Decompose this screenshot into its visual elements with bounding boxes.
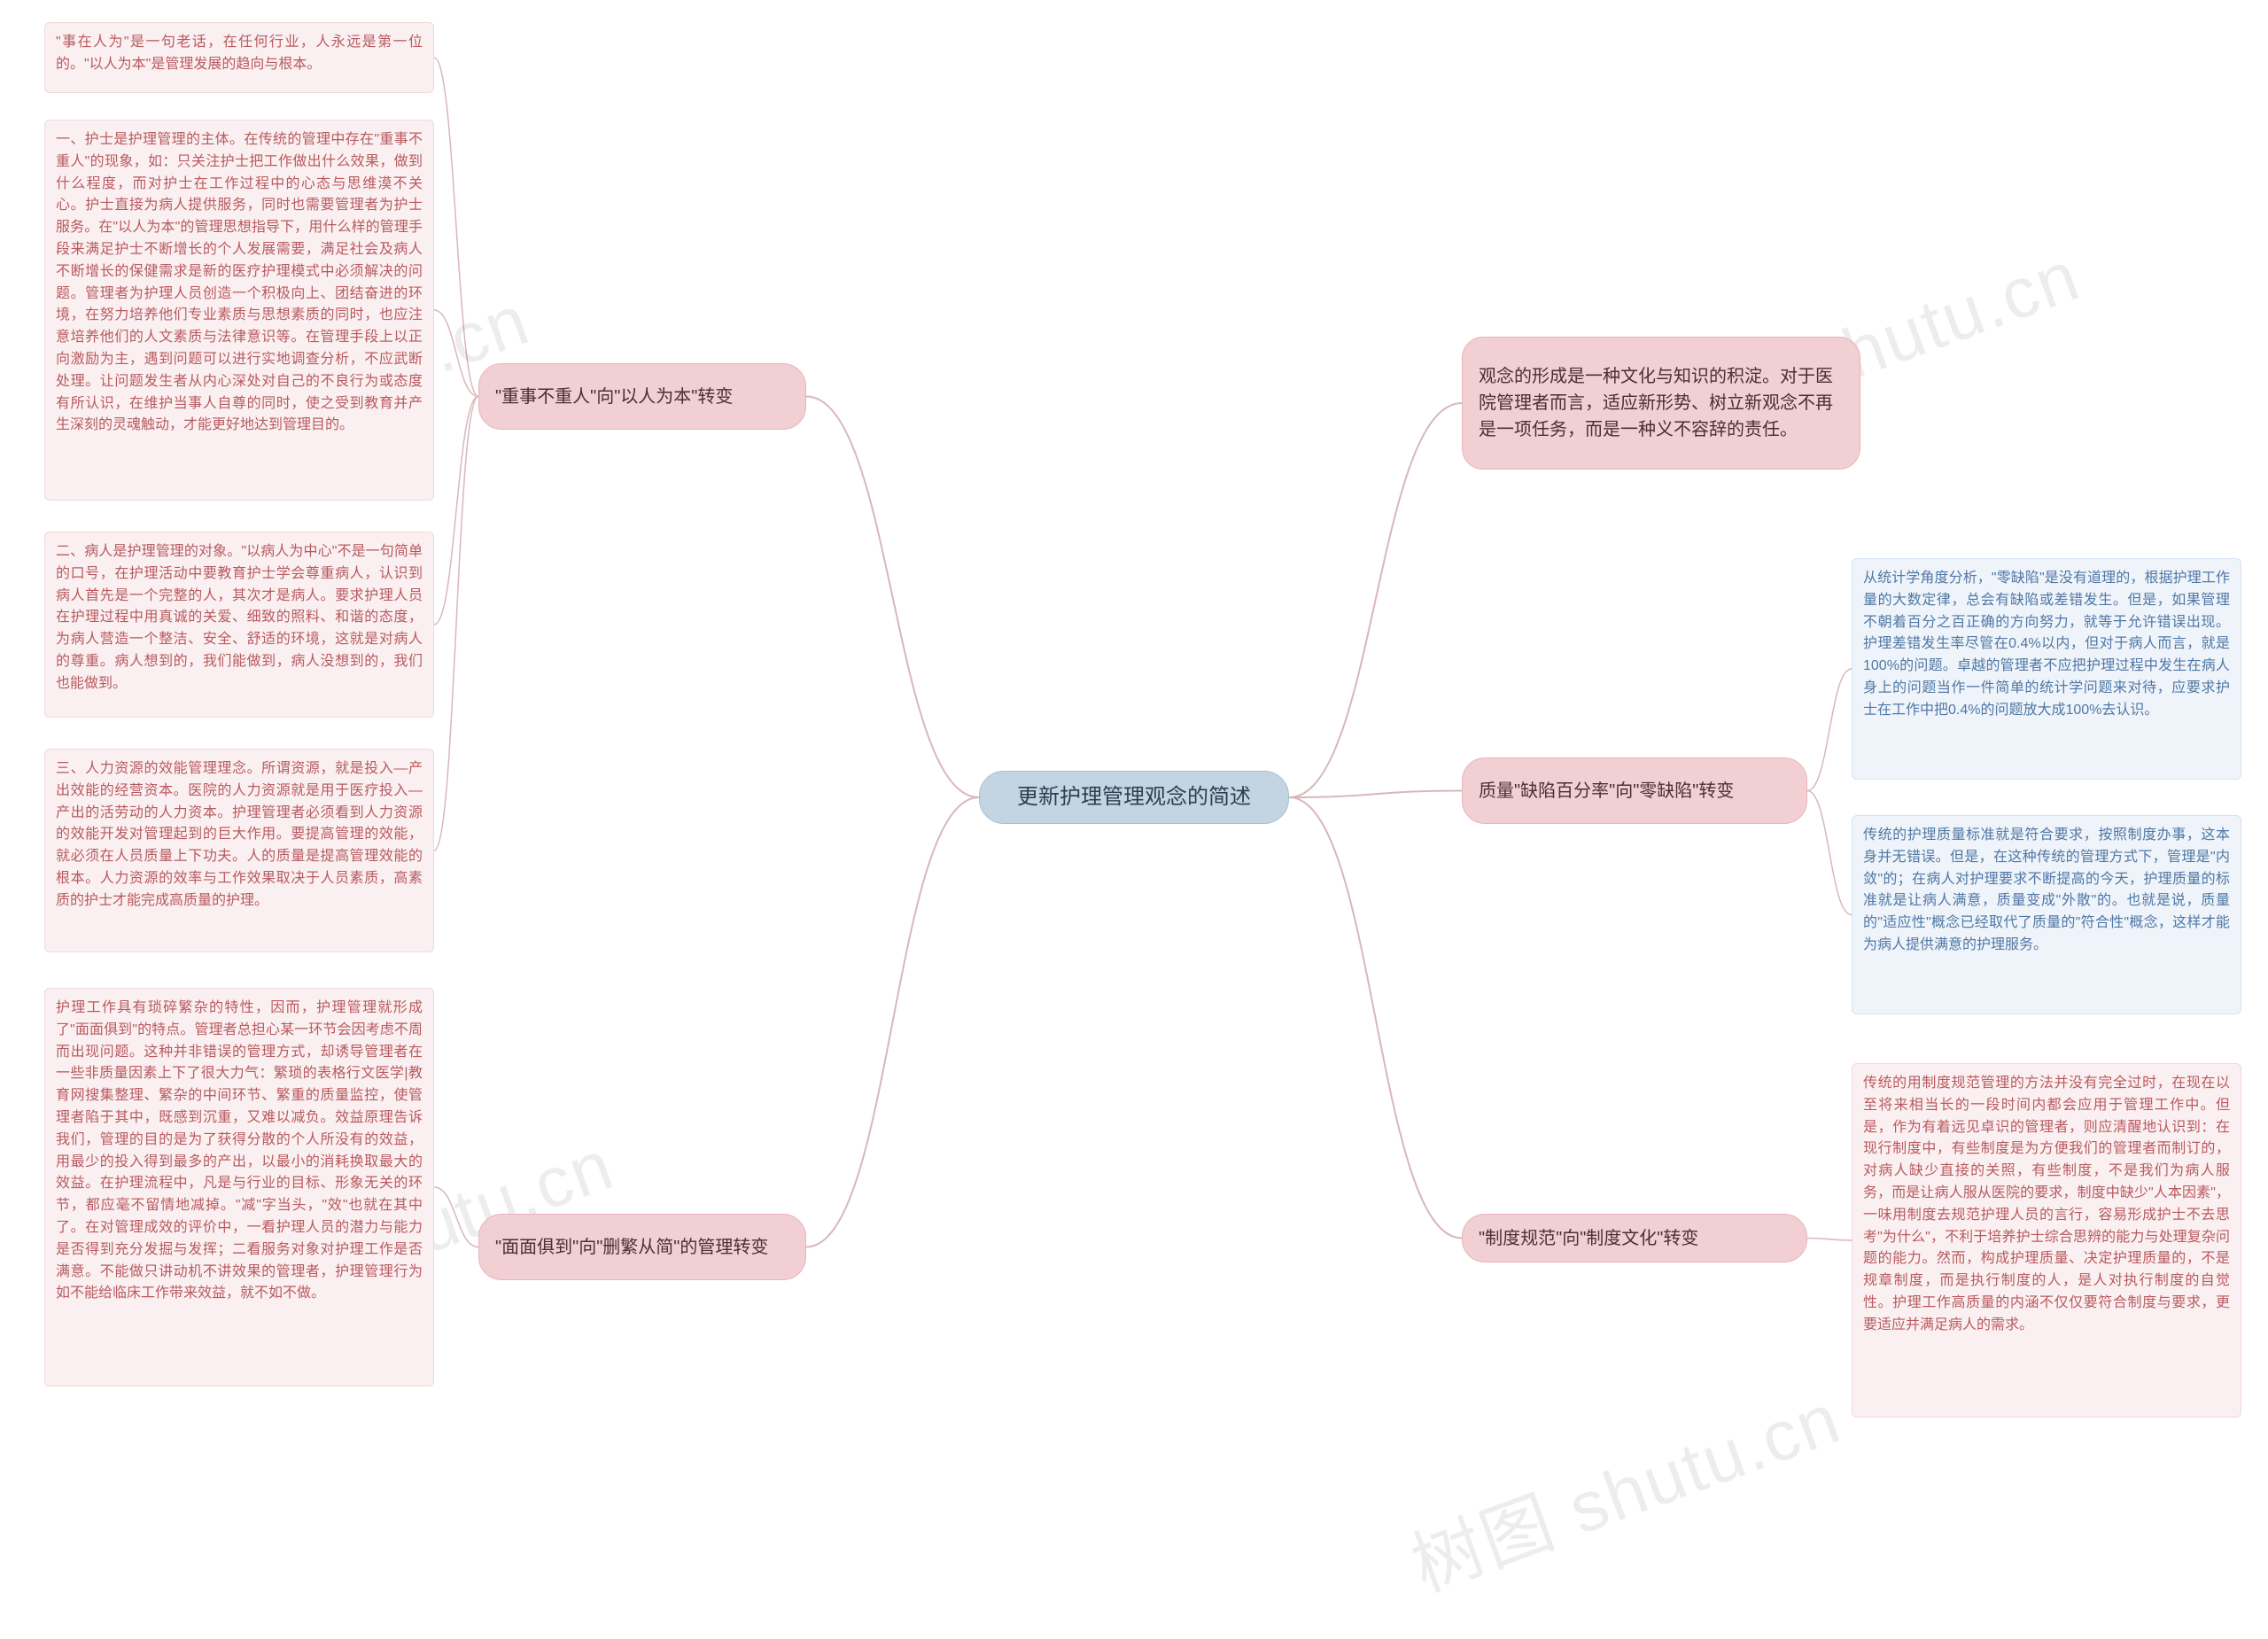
- branch-node[interactable]: "制度规范"向"制度文化"转变: [1462, 1214, 1807, 1262]
- note-box: 护理工作具有琐碎繁杂的特性，因而，护理管理就形成了"面面俱到"的特点。管理者总担…: [44, 988, 434, 1387]
- note-text: 传统的用制度规范管理的方法并没有完全过时，在现在以至将来相当长的一段时间内都会应…: [1852, 1063, 2241, 1418]
- mindmap-canvas: 树图 shutu.cn树图 shutu.cnshutu.cn树图 shutu.c…: [0, 0, 2268, 1639]
- note-box: 三、人力资源的效能管理理念。所谓资源，就是投入—产出效能的经营资本。医院的人力资…: [44, 749, 434, 952]
- note-box: 一、护士是护理管理的主体。在传统的管理中存在"重事不重人"的现象，如：只关注护士…: [44, 120, 434, 501]
- center-node-label: 更新护理管理观念的简述: [979, 771, 1289, 824]
- note-box: 从统计学角度分析，"零缺陷"是没有道理的，根据护理工作量的大数定律，总会有缺陷或…: [1852, 558, 2241, 780]
- branch-node[interactable]: "重事不重人"向"以人为本"转变: [478, 363, 806, 430]
- note-text: 从统计学角度分析，"零缺陷"是没有道理的，根据护理工作量的大数定律，总会有缺陷或…: [1852, 558, 2241, 780]
- note-box: 传统的护理质量标准就是符合要求，按照制度办事，这本身并无错误。但是，在这种传统的…: [1852, 815, 2241, 1014]
- note-text: 传统的护理质量标准就是符合要求，按照制度办事，这本身并无错误。但是，在这种传统的…: [1852, 815, 2241, 1014]
- branch-node-label: "面面俱到"向"删繁从简"的管理转变: [478, 1214, 806, 1280]
- note-text: 二、病人是护理管理的对象。"以病人为中心"不是一句简单的口号，在护理活动中要教育…: [44, 532, 434, 718]
- branch-node-label: "重事不重人"向"以人为本"转变: [478, 363, 806, 430]
- branch-node[interactable]: "面面俱到"向"删繁从简"的管理转变: [478, 1214, 806, 1280]
- watermark: 树图 shutu.cn: [1395, 1362, 1852, 1612]
- branch-node[interactable]: 质量"缺陷百分率"向"零缺陷"转变: [1462, 757, 1807, 824]
- note-box: 传统的用制度规范管理的方法并没有完全过时，在现在以至将来相当长的一段时间内都会应…: [1852, 1063, 2241, 1418]
- branch-node-label: "制度规范"向"制度文化"转变: [1462, 1214, 1807, 1262]
- branch-node-label: 观念的形成是一种文化与知识的积淀。对于医院管理者而言，适应新形势、树立新观念不再…: [1462, 337, 1860, 470]
- center-node[interactable]: 更新护理管理观念的简述: [979, 771, 1289, 824]
- note-text: 一、护士是护理管理的主体。在传统的管理中存在"重事不重人"的现象，如：只关注护士…: [44, 120, 434, 501]
- note-box: "事在人为"是一句老话，在任何行业，人永远是第一位的。"以人为本"是管理发展的趋…: [44, 22, 434, 93]
- note-text: 三、人力资源的效能管理理念。所谓资源，就是投入—产出效能的经营资本。医院的人力资…: [44, 749, 434, 952]
- branch-node[interactable]: 观念的形成是一种文化与知识的积淀。对于医院管理者而言，适应新形势、树立新观念不再…: [1462, 337, 1860, 470]
- note-text: "事在人为"是一句老话，在任何行业，人永远是第一位的。"以人为本"是管理发展的趋…: [44, 22, 434, 93]
- note-text: 护理工作具有琐碎繁杂的特性，因而，护理管理就形成了"面面俱到"的特点。管理者总担…: [44, 988, 434, 1387]
- branch-node-label: 质量"缺陷百分率"向"零缺陷"转变: [1462, 757, 1807, 824]
- note-box: 二、病人是护理管理的对象。"以病人为中心"不是一句简单的口号，在护理活动中要教育…: [44, 532, 434, 718]
